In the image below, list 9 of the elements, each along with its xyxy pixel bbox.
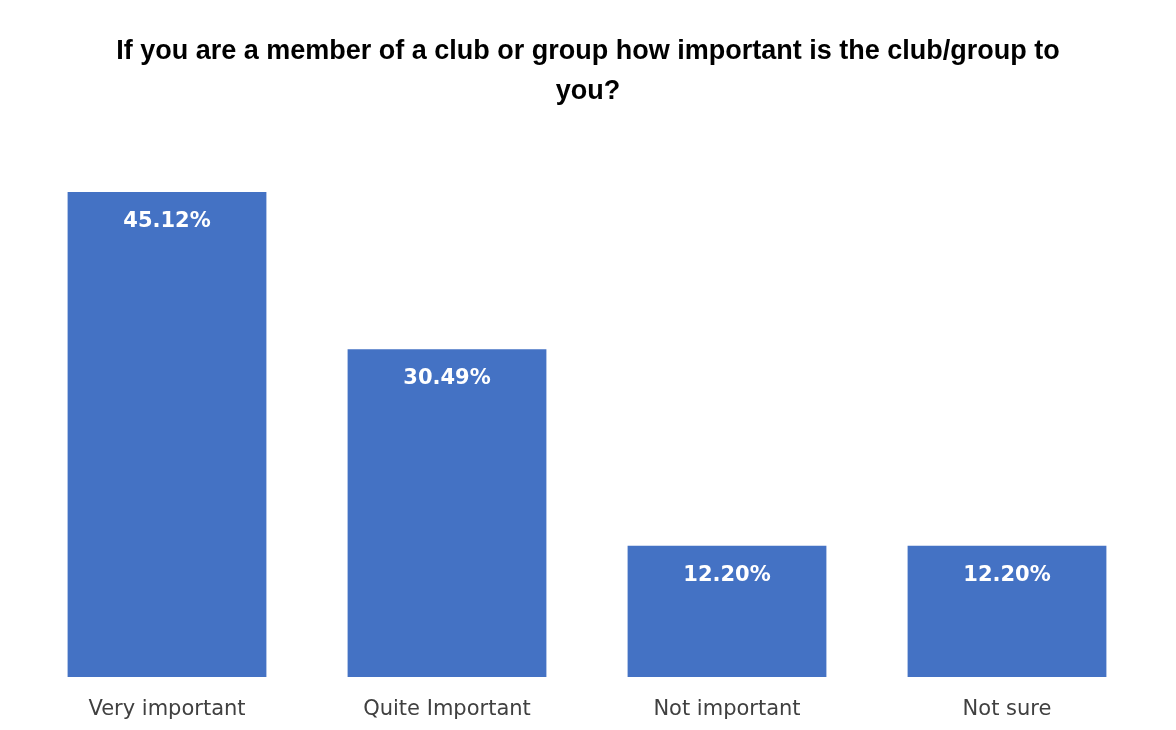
x-tick-label: Not important <box>653 695 801 720</box>
data-label: 12.20% <box>963 561 1051 586</box>
x-tick-label: Not sure <box>962 695 1052 720</box>
data-label: 45.12% <box>123 208 211 232</box>
data-label: 30.49% <box>403 365 491 390</box>
data-label: 12.20% <box>683 561 771 586</box>
x-tick-label: Quite Important <box>363 695 531 720</box>
chart-title: If you are a member of a club or group how important is the club/group to you? <box>115 34 1061 107</box>
x-tick-label: Very important <box>88 695 246 720</box>
